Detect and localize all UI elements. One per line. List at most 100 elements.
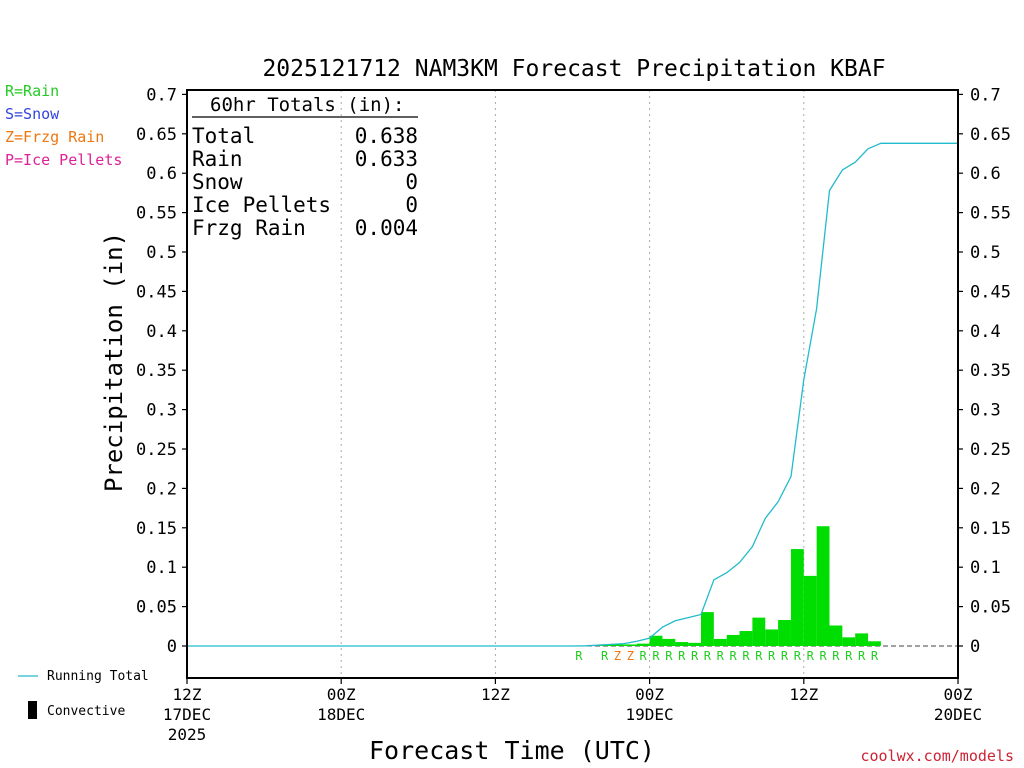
hourly-bars	[598, 526, 881, 646]
ytick-right-label-4: 0.2	[970, 479, 1001, 499]
ptype-letter-48: R	[794, 649, 802, 663]
bar-hour-34	[611, 644, 624, 646]
bar-hour-42	[713, 638, 727, 646]
ptype-letter-37: R	[652, 649, 660, 663]
bar-hour-39	[675, 642, 689, 646]
ytick-left-label-13: 0.65	[136, 125, 177, 145]
xtick-label-0-line2: 17DEC	[163, 705, 211, 724]
ptype-letter-35: Z	[627, 649, 634, 663]
ytick-left-label-6: 0.3	[146, 401, 177, 421]
ptype-letter-42: R	[717, 649, 725, 663]
totals-value-2: 0	[405, 170, 418, 194]
x-axis-label: Forecast Time (UTC)	[369, 736, 655, 765]
bar-hour-38	[662, 638, 676, 646]
ptype-letter-51: R	[832, 649, 840, 663]
ptype-letter-38: R	[665, 649, 673, 663]
ytick-left-label-1: 0.05	[136, 598, 177, 618]
ytick-right-label-9: 0.45	[970, 282, 1011, 302]
totals-value-3: 0	[405, 193, 418, 217]
running-total-line	[187, 142, 958, 647]
precip-type-legend-item-2: Z=Frzg Rain	[5, 128, 104, 146]
totals-label-3: Ice Pellets	[192, 193, 331, 217]
bar-hour-43	[726, 634, 740, 646]
precip-type-legend: R=Rain S=Snow Z=Frzg Rain P=Ice Pellets	[5, 82, 122, 169]
ytick-right-label-6: 0.3	[970, 401, 1001, 421]
precip-type-legend-item-1: S=Snow	[5, 105, 60, 123]
ytick-left-label-10: 0.5	[146, 243, 177, 263]
ytick-right-label-0: 0	[970, 637, 980, 657]
ytick-right-label-1: 0.05	[970, 598, 1011, 618]
plot-frame	[186, 89, 959, 679]
ptype-letter-34: Z	[614, 649, 621, 663]
chart-title: 2025121712 NAM3KM Forecast Precipitation…	[262, 56, 885, 82]
bar-hour-37	[649, 635, 663, 646]
totals-box: 60hr Totals (in): Total 0.638 Rain 0.633 Snow…	[192, 94, 418, 240]
totals-label-0: Total	[192, 124, 255, 148]
ptype-letter-43: R	[730, 649, 738, 663]
xtick-label-0-line1: 12Z	[173, 685, 202, 704]
ytick-right-label-5: 0.25	[970, 440, 1011, 460]
bar-hour-53	[855, 633, 869, 646]
ytick-left-label-0: 0	[167, 637, 177, 657]
xtick-label-1-line2: 18DEC	[317, 705, 365, 724]
ytick-left-label-12: 0.6	[146, 164, 177, 184]
ytick-left-label-8: 0.4	[146, 322, 177, 342]
totals-value-0: 0.638	[355, 124, 418, 148]
bar-hour-54	[868, 641, 881, 646]
axes	[186, 89, 959, 679]
ytick-left-label-9: 0.45	[136, 282, 177, 302]
series-legend: Running Total Convective	[18, 669, 149, 719]
bar-hour-50	[816, 526, 830, 646]
totals-header: 60hr Totals (in):	[210, 94, 404, 116]
ytick-right-label-11: 0.55	[970, 204, 1011, 224]
ptype-letter-54: R	[871, 649, 879, 663]
ytick-right-label-2: 0.1	[970, 558, 1001, 578]
ytick-right-label-14: 0.7	[970, 85, 1001, 105]
ptype-letter-53: R	[858, 649, 866, 663]
y-axis-label: Precipitation (in)	[100, 232, 128, 492]
ptype-letter-39: R	[678, 649, 686, 663]
bar-hour-51	[829, 625, 843, 646]
xtick-label-3-line1: 00Z	[635, 685, 664, 704]
ytick-right-label-12: 0.6	[970, 164, 1001, 184]
precip-type-legend-item-3: P=Ice Pellets	[5, 151, 122, 169]
totals-label-1: Rain	[192, 147, 243, 171]
running-total-line-group	[187, 142, 958, 647]
bar-hour-40	[688, 642, 701, 646]
ytick-left-label-2: 0.1	[146, 558, 177, 578]
xtick-label-0-line3: 2025	[168, 725, 207, 744]
xtick-label-1-line1: 00Z	[327, 685, 356, 704]
ptype-letter-52: R	[845, 649, 853, 663]
totals-label-2: Snow	[192, 170, 243, 194]
ytick-right-label-3: 0.15	[970, 519, 1011, 539]
ytick-right-label-8: 0.4	[970, 322, 1001, 342]
legend-convective-swatch	[28, 701, 37, 719]
xtick-label-2-line1: 12Z	[481, 685, 510, 704]
credit-text: coolwx.com/models	[860, 747, 1014, 765]
ytick-right-label-10: 0.5	[970, 243, 1001, 263]
ytick-left-label-11: 0.55	[136, 204, 177, 224]
totals-value-4: 0.004	[355, 216, 418, 240]
ptype-letter-31: R	[575, 649, 583, 663]
bar-hour-49	[803, 575, 817, 646]
y-ticks-left: 0 0.05 0.1 0.15 0.2 0.25 0.3 0.35 0.4 0.45 0.5 0.55…	[136, 85, 187, 657]
ptype-letter-46: R	[768, 649, 776, 663]
legend-item-1: Convective	[47, 704, 125, 719]
bar-hour-45	[752, 617, 766, 646]
ytick-right-label-7: 0.35	[970, 361, 1011, 381]
ytick-left-label-4: 0.2	[146, 479, 177, 499]
xtick-label-4-line1: 12Z	[789, 685, 818, 704]
precip-type-legend-item-0: R=Rain	[5, 82, 59, 100]
xtick-label-5-line1: 00Z	[944, 685, 973, 704]
ptype-letter-33: R	[601, 649, 609, 663]
bar-hour-41	[701, 612, 714, 646]
ytick-right-label-13: 0.65	[970, 125, 1011, 145]
bar-hour-35	[623, 644, 637, 646]
totals-label-4: Frzg Rain	[192, 216, 306, 240]
totals-value-1: 0.633	[355, 147, 418, 171]
bar-hour-44	[739, 631, 753, 646]
ptype-letter-44: R	[742, 649, 750, 663]
y-ticks-right: 0 0.05 0.1 0.15 0.2 0.25 0.3 0.35 0.4 0.45 0.5 0.55…	[958, 85, 1011, 657]
